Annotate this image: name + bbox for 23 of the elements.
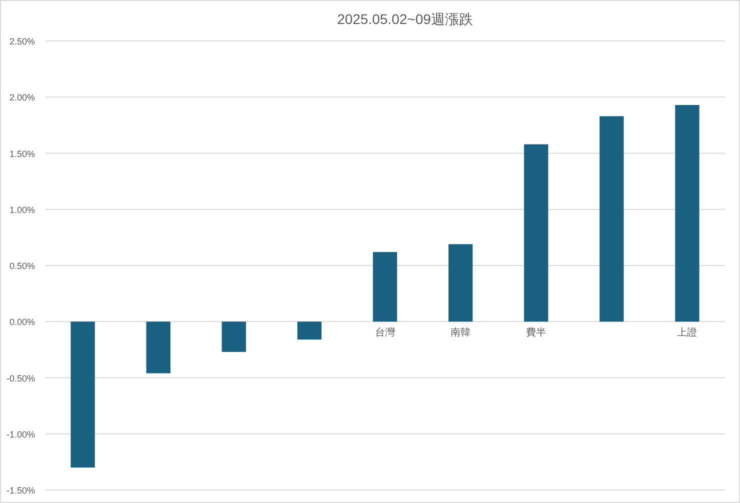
y-tick-label: 0.50% [9, 261, 35, 271]
bar [372, 252, 398, 322]
y-tick-label: 0.00% [9, 317, 35, 328]
y-tick-label: 1.00% [9, 204, 35, 215]
bar [297, 322, 322, 340]
y-tick-label: 2.00% [9, 92, 35, 103]
bar [448, 244, 473, 322]
y-tick-label: -1.50% [6, 486, 35, 496]
bar [675, 104, 700, 322]
y-tick-label: -0.50% [6, 373, 35, 384]
bar [70, 322, 95, 468]
y-tick-label: 2.50% [9, 36, 35, 46]
bar [600, 116, 624, 322]
y-tick-label: -1.00% [6, 429, 35, 440]
bar [524, 144, 548, 322]
x-tick-label: 南韓 [450, 326, 471, 339]
chart-title: 2025.05.02~09週漲跌 [337, 11, 473, 27]
bar [222, 322, 246, 352]
x-tick-label: 費半 [526, 326, 546, 339]
x-tick-label: 台灣 [375, 326, 395, 339]
x-tick-label: 上證 [677, 326, 698, 339]
bar [146, 322, 170, 374]
y-tick-label: 1.50% [9, 148, 35, 159]
